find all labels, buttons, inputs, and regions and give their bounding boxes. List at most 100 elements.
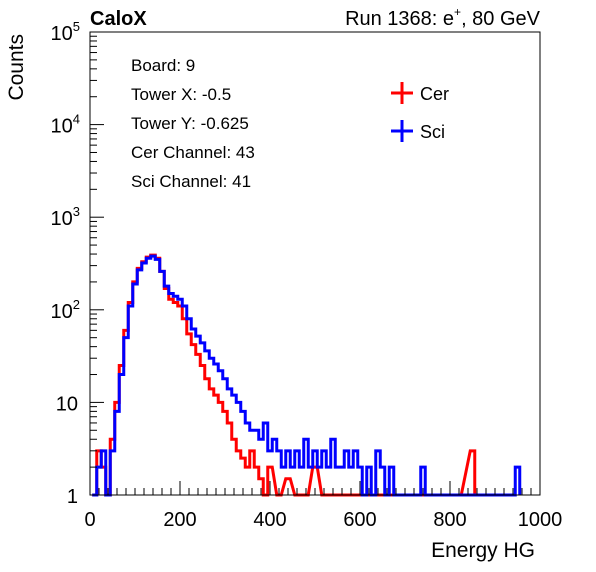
y-tick-base: 10 <box>51 23 73 45</box>
data-point <box>124 336 128 339</box>
data-point <box>250 449 254 453</box>
data-point <box>97 465 101 469</box>
data-point <box>232 393 236 397</box>
data-point <box>259 438 263 441</box>
data-point <box>187 317 191 320</box>
data-point <box>174 295 177 298</box>
data-point <box>358 465 362 469</box>
y-tick-label: 103 <box>51 204 80 230</box>
data-point <box>192 343 195 346</box>
data-point <box>268 465 272 469</box>
data-point <box>120 364 123 367</box>
x-tick-label: 400 <box>253 509 286 531</box>
data-point <box>183 317 186 320</box>
data-point <box>102 449 105 453</box>
data-point <box>156 258 159 261</box>
data-point <box>223 377 227 380</box>
data-point <box>295 449 299 453</box>
data-point <box>277 449 281 453</box>
data-point <box>376 449 380 453</box>
y-tick-label: 102 <box>51 297 80 323</box>
data-point <box>349 465 353 469</box>
y-tick-base: 10 <box>51 301 73 323</box>
data-point <box>142 261 146 265</box>
data-point <box>291 465 294 469</box>
data-point <box>345 449 348 453</box>
data-point <box>259 477 263 480</box>
data-point <box>111 438 114 441</box>
data-point <box>205 349 209 353</box>
data-point <box>160 270 164 273</box>
data-point <box>313 465 317 469</box>
data-point <box>286 477 290 480</box>
y-tick-label: 1 <box>67 486 78 508</box>
info-cer-channel: Cer Channel: 43 <box>131 143 255 162</box>
data-point <box>232 438 236 441</box>
data-point <box>169 298 173 301</box>
info-tower-x: Tower X: -0.5 <box>131 85 231 104</box>
x-tick-label: 0 <box>84 509 95 531</box>
data-point <box>201 341 204 345</box>
legend-label: Cer <box>420 84 449 104</box>
data-point <box>241 456 245 460</box>
data-point <box>241 410 245 413</box>
data-point <box>255 429 258 432</box>
data-point <box>151 254 155 258</box>
legend: Cer Sci <box>391 82 449 142</box>
run-info-prefix: Run 1368: e <box>345 8 454 30</box>
data-point <box>237 401 240 404</box>
y-tick-label: 105 <box>51 19 80 45</box>
legend-item-sci: Sci <box>391 120 445 142</box>
data-point <box>250 429 254 432</box>
data-point <box>115 401 119 404</box>
x-tick-label: 800 <box>433 509 466 531</box>
data-point <box>273 438 276 441</box>
data-point <box>336 465 339 469</box>
data-point <box>111 449 114 453</box>
run-info-suffix: , 80 GeV <box>461 8 541 30</box>
data-point <box>147 257 150 260</box>
data-point <box>327 465 330 469</box>
info-sci-channel: Sci Channel: 41 <box>131 172 251 191</box>
data-point <box>246 421 249 425</box>
data-point <box>390 465 393 469</box>
data-point <box>282 465 285 469</box>
y-tick-exponent: 3 <box>73 204 80 219</box>
data-point <box>138 268 141 272</box>
data-point <box>286 449 290 453</box>
data-point <box>133 282 137 286</box>
y-tick-exponent: 4 <box>73 112 80 127</box>
data-point <box>115 410 119 413</box>
legend-label: Sci <box>420 122 445 142</box>
data-point <box>165 284 168 288</box>
y-tick-base: 10 <box>51 208 73 230</box>
data-point <box>421 465 425 469</box>
data-point <box>178 298 182 301</box>
data-point <box>214 362 218 366</box>
x-tick-label: 1000 <box>518 509 563 531</box>
data-point <box>367 465 371 469</box>
info-tower-y: Tower Y: -0.625 <box>131 114 249 133</box>
run-info-label: Run 1368: e+, 80 GeV <box>345 5 541 30</box>
data-point <box>219 401 222 404</box>
x-tick-label: 600 <box>343 509 376 531</box>
data-point <box>120 373 123 376</box>
calox-label: CaloX <box>90 8 147 30</box>
data-point <box>210 357 213 360</box>
data-point <box>210 387 213 391</box>
data-point <box>516 465 519 469</box>
data-point <box>201 364 204 367</box>
y-tick-exponent: 5 <box>73 19 80 34</box>
x-axis-title: Energy HG <box>431 539 535 562</box>
data-point <box>169 292 173 295</box>
data-point <box>196 353 200 356</box>
data-point <box>322 449 326 453</box>
data-point <box>192 327 195 331</box>
data-point <box>129 301 132 304</box>
legend-item-cer: Cer <box>391 82 449 104</box>
y-axis-title: Counts <box>5 34 28 101</box>
